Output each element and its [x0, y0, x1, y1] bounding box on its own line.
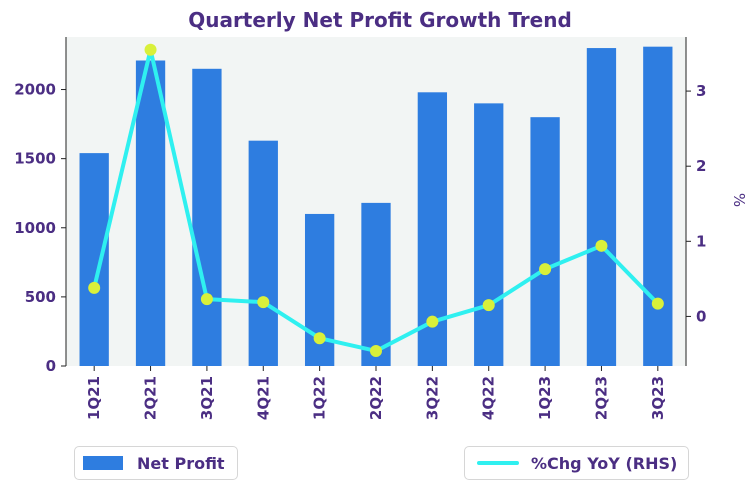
bar-4Q21	[248, 140, 278, 366]
axes-group: 0 500 1000 1500 2000 0 1 2 3 1Q21 2Q21 3Q21 4Q21 1Q22…	[14, 37, 706, 420]
x-tick-label: 1Q22	[311, 376, 329, 420]
right-tick-label: 0	[696, 307, 706, 325]
pct-chg-point-3Q23	[651, 297, 664, 310]
x-tick-label: 3Q21	[198, 376, 216, 420]
pct-chg-point-1Q22	[313, 332, 326, 345]
x-tick-label: 2Q22	[367, 376, 385, 420]
x-tick-label: 3Q22	[423, 376, 441, 420]
bar-1Q21	[79, 153, 109, 366]
right-tick-label: 1	[696, 232, 706, 250]
pct-chg-point-2Q23	[595, 239, 608, 252]
pct-chg-point-2Q21	[144, 43, 157, 56]
left-tick-label: 0	[46, 357, 56, 375]
bar-3Q21	[192, 68, 222, 366]
bar-2Q21	[135, 60, 166, 366]
pct-chg-point-4Q21	[257, 296, 270, 309]
pct-chg-point-1Q21	[88, 281, 101, 294]
line-group	[88, 43, 664, 357]
left-tick-label: 500	[25, 288, 56, 306]
pct-chg-point-1Q23	[539, 263, 552, 276]
right-axis-label: %	[730, 193, 748, 207]
legend-pct-chg-label: %Chg YoY (RHS)	[531, 453, 678, 473]
right-tick-label: 2	[696, 157, 706, 175]
pct-chg-point-3Q21	[200, 293, 213, 306]
left-tick-label: 1000	[14, 219, 56, 237]
bar-2Q23	[586, 48, 617, 366]
x-tick-label: 3Q23	[649, 376, 667, 420]
x-tick-label: 2Q23	[592, 376, 610, 420]
x-tick-label: 4Q22	[480, 376, 498, 420]
bar-3Q23	[643, 46, 673, 366]
legend-net-profit: Net Profit	[74, 446, 238, 480]
legend-pct-chg: %Chg YoY (RHS)	[464, 446, 689, 480]
pct-chg-point-3Q22	[426, 315, 439, 328]
pct-chg-point-2Q22	[370, 344, 382, 357]
x-tick-label: 1Q21	[85, 376, 103, 420]
legend-line-swatch	[477, 461, 519, 465]
pct-chg-point-4Q22	[482, 299, 495, 312]
bar-2Q22	[361, 202, 391, 366]
left-tick-label: 1500	[14, 150, 56, 168]
left-tick-label: 2000	[14, 81, 56, 99]
bar-4Q22	[474, 103, 504, 367]
x-tick-label: 2Q21	[142, 376, 160, 420]
legend-bar-swatch	[83, 456, 123, 470]
chart-title: Quarterly Net Profit Growth Trend	[188, 8, 572, 32]
right-tick-label: 3	[696, 82, 706, 100]
x-tick-label: 4Q21	[254, 376, 272, 420]
bar-1Q23	[530, 117, 560, 366]
legend-net-profit-label: Net Profit	[137, 453, 225, 473]
x-tick-label: 1Q23	[536, 376, 554, 420]
